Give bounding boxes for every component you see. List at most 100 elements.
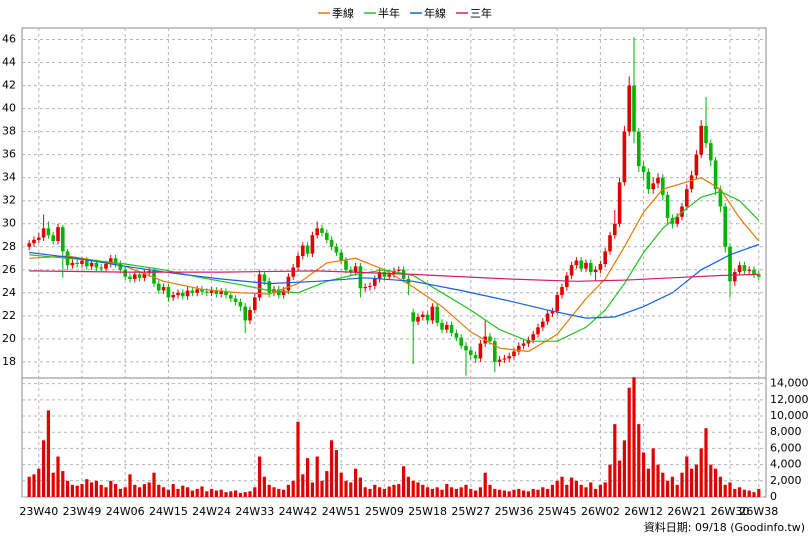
- ma-line: [29, 177, 760, 353]
- volume-bar: [397, 484, 401, 497]
- volume-bar: [632, 377, 636, 497]
- candle-body: [339, 252, 343, 261]
- x-tick-label: 24W24: [192, 505, 231, 518]
- candle-body: [41, 228, 46, 238]
- x-tick-label: 26W38: [739, 505, 778, 518]
- candle-body: [593, 269, 598, 273]
- volume-bar: [646, 468, 650, 497]
- x-tick-label: 26W12: [624, 505, 663, 518]
- volume-bar: [229, 491, 233, 497]
- volume-bar: [536, 489, 540, 497]
- volume-bar: [406, 476, 410, 497]
- volume-bar: [291, 480, 295, 497]
- x-tick-label: 25W36: [495, 505, 534, 518]
- candle-body: [185, 290, 190, 297]
- candle-body: [32, 239, 36, 244]
- candle-body: [200, 289, 204, 292]
- volume-bar: [66, 480, 70, 497]
- candle-body: [253, 297, 257, 311]
- candle-body: [205, 291, 209, 293]
- legend-label: 半年: [378, 6, 400, 20]
- candle-body: [497, 359, 502, 362]
- candle-body: [622, 131, 627, 183]
- volume-bar: [435, 487, 439, 497]
- candle-body: [608, 235, 612, 252]
- candle-body: [171, 295, 175, 298]
- volume-bar: [272, 487, 276, 497]
- volume-bar: [330, 440, 334, 497]
- volume-bar: [526, 491, 530, 497]
- volume-bar: [200, 486, 204, 497]
- volume-bar: [128, 474, 132, 497]
- volume-bar: [733, 488, 737, 497]
- candle-body: [51, 235, 55, 241]
- candle-body: [430, 306, 435, 321]
- candle-body: [416, 316, 420, 322]
- volume-bar: [27, 476, 31, 497]
- candle-body: [190, 290, 195, 293]
- legend-label: 季線: [332, 6, 354, 20]
- volume-bar: [450, 487, 454, 497]
- y-tick-label: 22: [2, 309, 16, 322]
- volume-bar: [445, 484, 449, 497]
- volume-bar: [157, 484, 161, 497]
- volume-bar: [565, 484, 569, 497]
- candle-body: [113, 258, 118, 265]
- volume-bar: [459, 487, 463, 497]
- volume-bar: [162, 487, 166, 497]
- x-tick-label: 26W02: [581, 505, 620, 518]
- volume-bar: [550, 484, 554, 497]
- y-tick-label: 34: [2, 171, 16, 184]
- volume-bar: [517, 488, 521, 497]
- candle-body: [709, 143, 713, 161]
- volume-bar: [56, 456, 60, 497]
- candle-body: [133, 274, 137, 279]
- candle-body: [305, 245, 310, 254]
- volume-bar: [661, 472, 665, 497]
- candle-body: [517, 345, 521, 352]
- x-tick-label: 25W45: [538, 505, 577, 518]
- candle-body: [718, 189, 723, 207]
- candle-body: [373, 278, 377, 286]
- candle-body: [243, 306, 247, 321]
- y-tick-label: 42: [2, 79, 16, 92]
- candle-body: [545, 313, 550, 322]
- x-tick-label: 26W21: [667, 505, 706, 518]
- candle-body: [301, 245, 305, 256]
- candle-body: [723, 206, 727, 247]
- volume-bar: [622, 440, 626, 497]
- candle-body: [464, 345, 468, 351]
- candle-body: [85, 260, 89, 267]
- volume-bar: [382, 488, 386, 497]
- volume-bar: [416, 482, 420, 497]
- volume-bar: [426, 487, 430, 497]
- candle-body: [89, 262, 94, 267]
- volume-bar: [757, 488, 761, 497]
- volume-bar: [680, 472, 684, 497]
- y-tick-label: 32: [2, 194, 16, 207]
- volume-bar: [166, 489, 170, 497]
- candle-body: [392, 270, 396, 275]
- volume-bar: [176, 488, 180, 497]
- candle-body: [704, 125, 708, 144]
- y-tick-label: 36: [2, 148, 16, 161]
- candle-body: [181, 292, 185, 297]
- volume-bar: [728, 482, 732, 497]
- candle-body: [363, 287, 367, 289]
- candle-body: [219, 291, 223, 294]
- volume-bar: [253, 487, 257, 497]
- candle-body: [425, 314, 430, 321]
- volume-bar: [627, 387, 631, 497]
- candle-body: [689, 175, 694, 190]
- volume-bar: [315, 456, 319, 497]
- candle-body: [353, 266, 358, 273]
- volume-bar: [277, 488, 281, 497]
- candle-body: [166, 287, 171, 298]
- candle-body: [469, 350, 473, 355]
- volume-bar: [325, 471, 329, 497]
- candle-body: [699, 125, 703, 155]
- volume-bar: [152, 472, 156, 497]
- volume-bar: [248, 491, 252, 497]
- candle-body: [325, 232, 329, 240]
- volume-bar: [666, 480, 670, 497]
